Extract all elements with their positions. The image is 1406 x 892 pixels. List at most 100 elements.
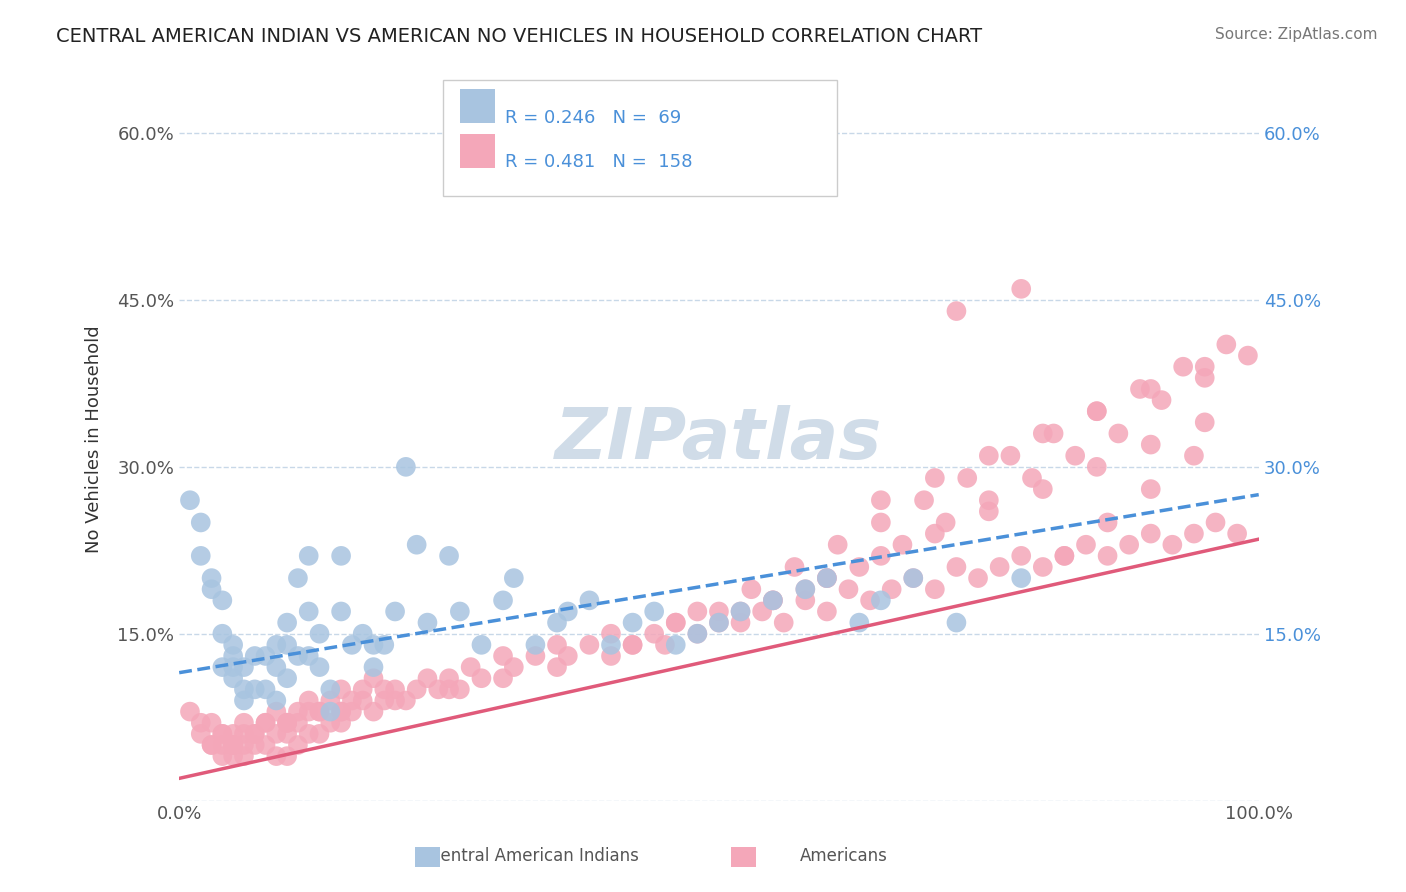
- Point: [1032, 560, 1054, 574]
- Point: [416, 615, 439, 630]
- Point: [405, 682, 427, 697]
- Point: [276, 671, 298, 685]
- Point: [211, 727, 233, 741]
- Point: [276, 749, 298, 764]
- Point: [319, 705, 342, 719]
- Point: [794, 582, 817, 597]
- Point: [870, 549, 893, 563]
- Point: [1042, 426, 1064, 441]
- Point: [427, 682, 450, 697]
- Point: [1182, 449, 1205, 463]
- Point: [654, 638, 676, 652]
- Point: [1000, 449, 1022, 463]
- Point: [233, 715, 256, 730]
- Point: [935, 516, 957, 530]
- Point: [298, 693, 321, 707]
- Point: [179, 493, 201, 508]
- Point: [190, 727, 212, 741]
- Point: [621, 638, 644, 652]
- Point: [243, 738, 266, 752]
- Point: [373, 682, 395, 697]
- Point: [945, 304, 967, 318]
- Point: [373, 693, 395, 707]
- Point: [621, 638, 644, 652]
- Point: [222, 749, 245, 764]
- Point: [222, 738, 245, 752]
- Point: [492, 671, 515, 685]
- Point: [815, 605, 838, 619]
- Point: [222, 638, 245, 652]
- Point: [1129, 382, 1152, 396]
- Point: [762, 593, 785, 607]
- Point: [578, 593, 600, 607]
- Point: [578, 638, 600, 652]
- Point: [707, 615, 730, 630]
- Point: [837, 582, 859, 597]
- Point: [384, 605, 406, 619]
- Point: [621, 615, 644, 630]
- Point: [665, 615, 688, 630]
- Point: [1194, 415, 1216, 429]
- Point: [190, 715, 212, 730]
- Text: ZIPatlas: ZIPatlas: [555, 405, 883, 474]
- Point: [266, 693, 288, 707]
- Point: [783, 560, 806, 574]
- Point: [945, 560, 967, 574]
- Point: [1139, 382, 1161, 396]
- Point: [665, 615, 688, 630]
- Point: [179, 705, 201, 719]
- Point: [254, 738, 277, 752]
- Point: [460, 660, 482, 674]
- Point: [665, 638, 688, 652]
- Point: [222, 738, 245, 752]
- Point: [956, 471, 979, 485]
- Point: [859, 593, 882, 607]
- Point: [298, 549, 321, 563]
- Point: [1161, 538, 1184, 552]
- Point: [502, 660, 524, 674]
- Text: R = 0.481   N =  158: R = 0.481 N = 158: [505, 153, 692, 171]
- Point: [600, 648, 623, 663]
- Point: [200, 738, 222, 752]
- Text: Central American Indians: Central American Indians: [429, 847, 640, 865]
- Point: [437, 682, 460, 697]
- Point: [449, 682, 471, 697]
- Point: [266, 638, 288, 652]
- Point: [276, 638, 298, 652]
- Point: [1097, 549, 1119, 563]
- Point: [1182, 526, 1205, 541]
- Point: [222, 660, 245, 674]
- Point: [437, 549, 460, 563]
- Point: [643, 626, 665, 640]
- Point: [751, 605, 773, 619]
- Point: [211, 593, 233, 607]
- Point: [243, 682, 266, 697]
- Point: [1139, 526, 1161, 541]
- Point: [222, 727, 245, 741]
- Point: [243, 648, 266, 663]
- Point: [330, 682, 353, 697]
- Point: [686, 626, 709, 640]
- Point: [276, 715, 298, 730]
- Text: Source: ZipAtlas.com: Source: ZipAtlas.com: [1215, 27, 1378, 42]
- Point: [557, 605, 579, 619]
- Point: [1097, 516, 1119, 530]
- Point: [233, 727, 256, 741]
- Point: [254, 648, 277, 663]
- Point: [352, 626, 374, 640]
- Text: CENTRAL AMERICAN INDIAN VS AMERICAN NO VEHICLES IN HOUSEHOLD CORRELATION CHART: CENTRAL AMERICAN INDIAN VS AMERICAN NO V…: [56, 27, 983, 45]
- Point: [1074, 538, 1097, 552]
- Point: [977, 449, 1000, 463]
- Point: [308, 660, 330, 674]
- Point: [1194, 371, 1216, 385]
- Point: [912, 493, 935, 508]
- Point: [384, 682, 406, 697]
- Point: [287, 738, 309, 752]
- Point: [287, 715, 309, 730]
- Point: [1032, 482, 1054, 496]
- Point: [1085, 404, 1108, 418]
- Point: [233, 749, 256, 764]
- Point: [395, 459, 418, 474]
- Point: [643, 605, 665, 619]
- Y-axis label: No Vehicles in Household: No Vehicles in Household: [86, 326, 103, 553]
